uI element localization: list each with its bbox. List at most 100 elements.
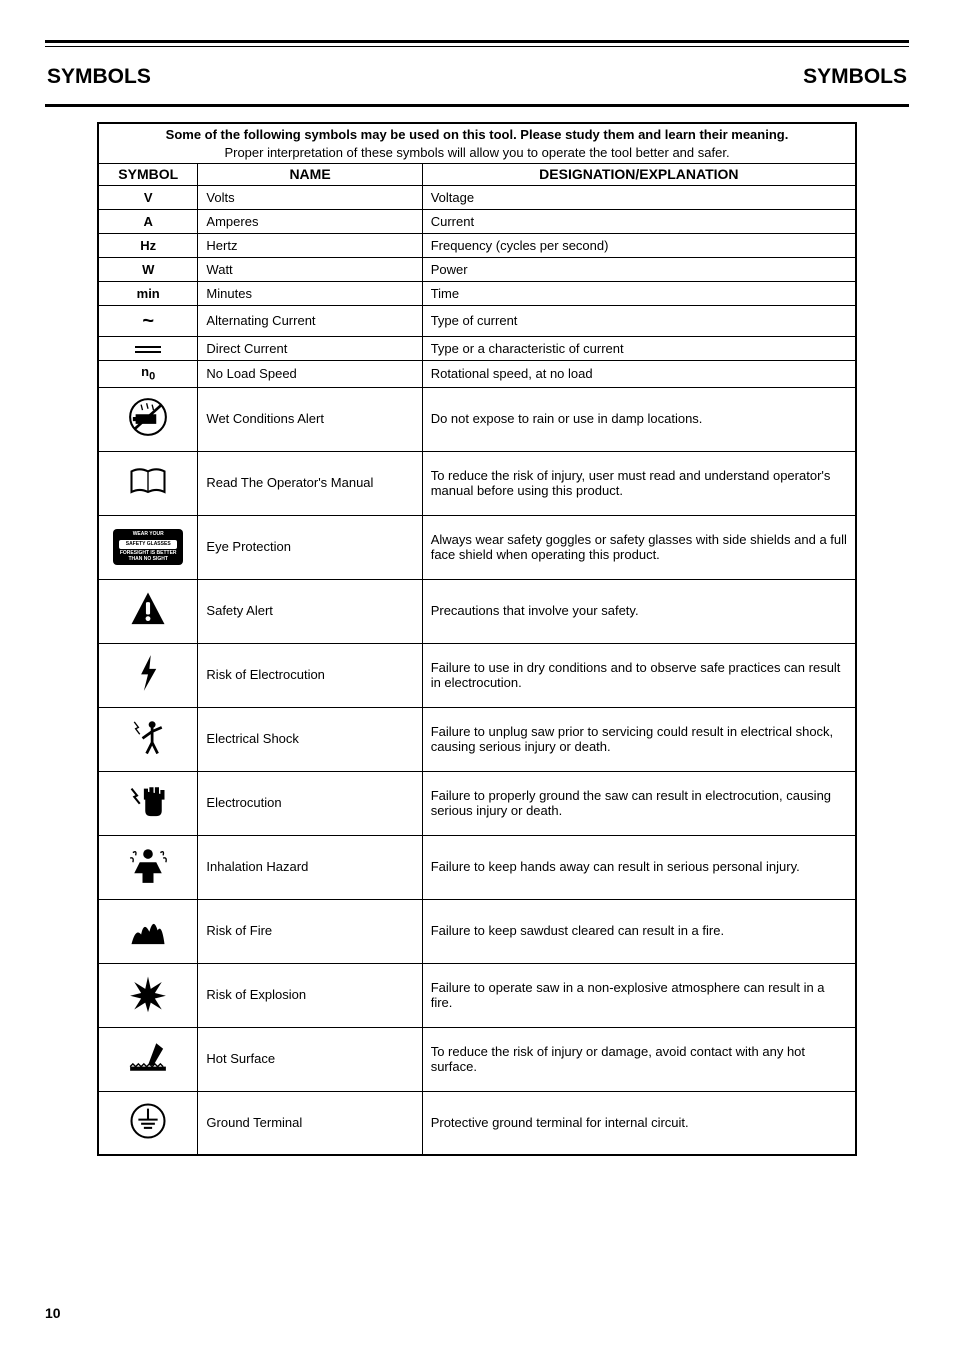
col-header-explanation: DESIGNATION/EXPLANATION — [422, 164, 856, 186]
symbol-cell: n0 — [98, 360, 198, 387]
table-row: AAmperesCurrent — [98, 209, 856, 233]
table-row: VVoltsVoltage — [98, 185, 856, 209]
symbol-cell — [98, 835, 198, 899]
symbol-cell — [98, 643, 198, 707]
name-cell: Inhalation Hazard — [198, 835, 422, 899]
explanation-cell: Failure to use in dry conditions and to … — [422, 643, 856, 707]
table-header-row: SYMBOL NAME DESIGNATION/EXPLANATION — [98, 164, 856, 186]
caption-sub: Proper interpretation of these symbols w… — [224, 145, 729, 160]
symbol-cell: Hz — [98, 233, 198, 257]
table-row: HzHertzFrequency (cycles per second) — [98, 233, 856, 257]
explanation-cell: Failure to unplug saw prior to servicing… — [422, 707, 856, 771]
table-row: WWattPower — [98, 257, 856, 281]
inhale-icon — [126, 875, 170, 890]
col-header-name: NAME — [198, 164, 422, 186]
name-cell: Volts — [198, 185, 422, 209]
table-row: Hot SurfaceTo reduce the risk of injury … — [98, 1027, 856, 1091]
table-row: Risk of ElectrocutionFailure to use in d… — [98, 643, 856, 707]
name-cell: Amperes — [198, 209, 422, 233]
symbol-cell — [98, 963, 198, 1027]
page-footer: 10 — [0, 1305, 954, 1321]
page-title-right: SYMBOLS — [803, 65, 907, 89]
explanation-cell: Power — [422, 257, 856, 281]
explanation-cell: To reduce the risk of injury, user must … — [422, 451, 856, 515]
symbol-cell — [98, 707, 198, 771]
name-cell: Risk of Explosion — [198, 963, 422, 1027]
symbol-cell — [98, 1027, 198, 1091]
explanation-cell: Current — [422, 209, 856, 233]
page-title-left: Symbols — [47, 65, 151, 89]
name-cell: Eye Protection — [198, 515, 422, 579]
table-row: Electrical ShockFailure to unplug saw pr… — [98, 707, 856, 771]
name-cell: Risk of Fire — [198, 899, 422, 963]
name-cell: Electrocution — [198, 771, 422, 835]
name-cell: Wet Conditions Alert — [198, 387, 422, 451]
book-icon — [126, 491, 170, 506]
table-row: ElectrocutionFailure to properly ground … — [98, 771, 856, 835]
explanation-cell: Failure to keep hands away can result in… — [422, 835, 856, 899]
name-cell: Direct Current — [198, 336, 422, 360]
symbol-cell — [98, 387, 198, 451]
caption-intro: Some of the following symbols may be use… — [107, 127, 847, 143]
explanation-cell: Failure to operate saw in a non-explosiv… — [422, 963, 856, 1027]
name-cell: Read The Operator's Manual — [198, 451, 422, 515]
fire-icon — [126, 939, 170, 954]
table-row: Direct CurrentType or a characteristic o… — [98, 336, 856, 360]
symbol-cell: WEAR YOUR SAFETY GLASSES FORESIGHT IS BE… — [98, 515, 198, 579]
explanation-cell: Failure to keep sawdust cleared can resu… — [422, 899, 856, 963]
explanation-cell: Rotational speed, at no load — [422, 360, 856, 387]
symbol-cell — [98, 771, 198, 835]
name-cell: No Load Speed — [198, 360, 422, 387]
name-cell: Electrical Shock — [198, 707, 422, 771]
explanation-cell: To reduce the risk of injury or damage, … — [422, 1027, 856, 1091]
alert-icon — [126, 619, 170, 634]
name-cell: Risk of Electrocution — [198, 643, 422, 707]
page-number: 10 — [45, 1305, 61, 1321]
symbol-cell — [98, 336, 198, 360]
symbol-cell — [98, 451, 198, 515]
table-row: Risk of ExplosionFailure to operate saw … — [98, 963, 856, 1027]
safety-glasses-icon: WEAR YOUR SAFETY GLASSES FORESIGHT IS BE… — [113, 529, 183, 565]
explanation-cell: Precautions that involve your safety. — [422, 579, 856, 643]
title-area: Symbols SYMBOLS — [45, 65, 909, 89]
shock-hand-icon — [126, 811, 170, 826]
symbol-cell — [98, 899, 198, 963]
table-row: Risk of FireFailure to keep sawdust clea… — [98, 899, 856, 963]
table-caption: Some of the following symbols may be use… — [98, 123, 856, 164]
symbol-cell: V — [98, 185, 198, 209]
symbol-cell: min — [98, 281, 198, 305]
header-rule-mid — [45, 104, 909, 107]
symbol-cell — [98, 1091, 198, 1155]
explanation-cell: Failure to properly ground the saw can r… — [422, 771, 856, 835]
wet-icon — [126, 427, 170, 442]
name-cell: Watt — [198, 257, 422, 281]
name-cell: Hot Surface — [198, 1027, 422, 1091]
ground-icon — [126, 1131, 170, 1146]
symbols-table: Some of the following symbols may be use… — [97, 122, 857, 1156]
explanation-cell: Frequency (cycles per second) — [422, 233, 856, 257]
name-cell: Hertz — [198, 233, 422, 257]
table-row: Safety AlertPrecautions that involve you… — [98, 579, 856, 643]
table-row: minMinutesTime — [98, 281, 856, 305]
symbol-cell — [98, 579, 198, 643]
table-row: ~Alternating CurrentType of current — [98, 305, 856, 336]
name-cell: Minutes — [198, 281, 422, 305]
header-rule-thin — [45, 46, 909, 47]
header-rule-top — [45, 40, 909, 43]
col-header-symbol: SYMBOL — [98, 164, 198, 186]
dc-icon — [135, 346, 161, 353]
bolt-icon — [126, 683, 170, 698]
shock-person-icon — [126, 747, 170, 762]
table-row: Ground TerminalProtective ground termina… — [98, 1091, 856, 1155]
explanation-cell: Do not expose to rain or use in damp loc… — [422, 387, 856, 451]
symbol-cell: ~ — [98, 305, 198, 336]
table-row: WEAR YOUR SAFETY GLASSES FORESIGHT IS BE… — [98, 515, 856, 579]
explanation-cell: Type of current — [422, 305, 856, 336]
hot-icon — [126, 1067, 170, 1082]
name-cell: Alternating Current — [198, 305, 422, 336]
table-row: Wet Conditions AlertDo not expose to rai… — [98, 387, 856, 451]
explode-icon — [126, 1003, 170, 1018]
table-row: Inhalation HazardFailure to keep hands a… — [98, 835, 856, 899]
symbol-cell: W — [98, 257, 198, 281]
table-row: n0No Load SpeedRotational speed, at no l… — [98, 360, 856, 387]
